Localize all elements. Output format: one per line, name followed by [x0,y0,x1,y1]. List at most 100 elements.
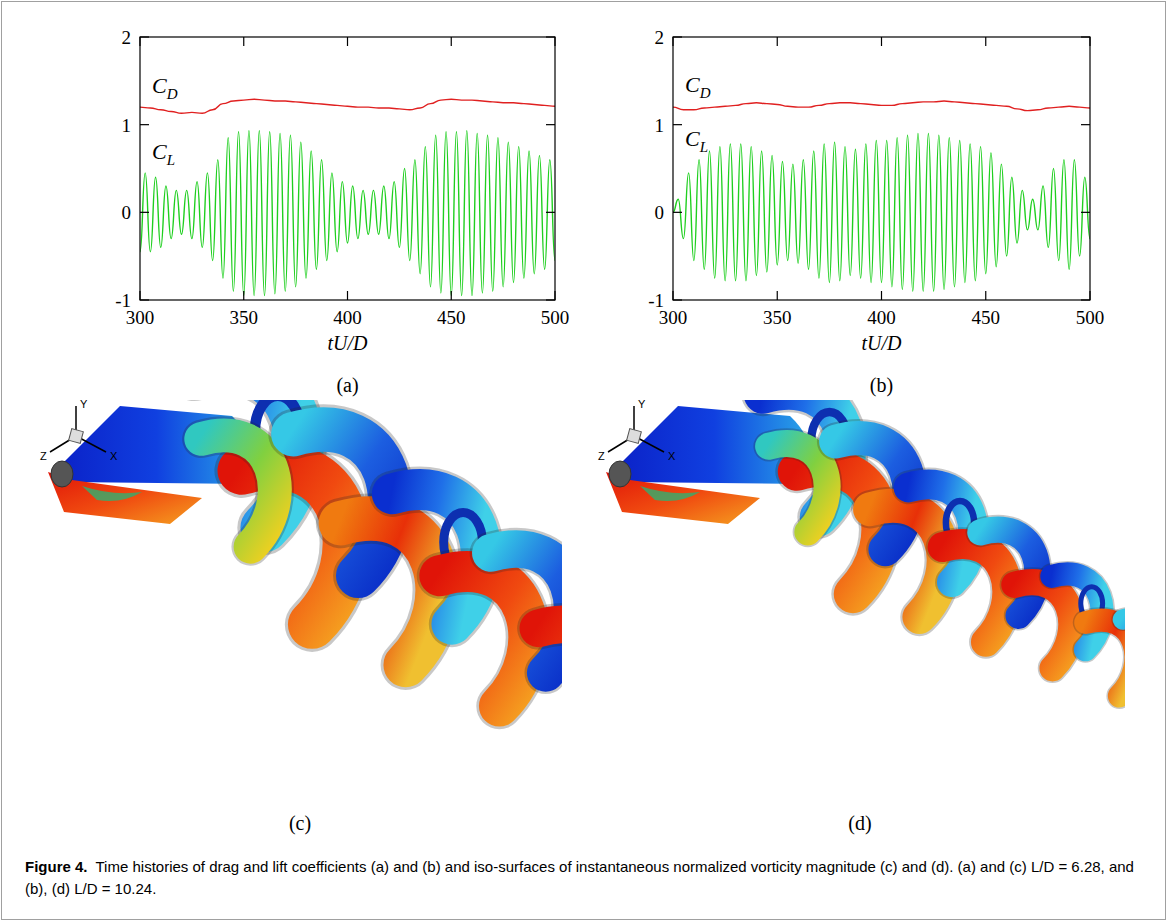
vortex-shadow [341,519,438,665]
cylinder [51,461,73,487]
triad-label: Y [80,398,88,410]
figure-frame [2,2,1166,920]
vortex-shadow [769,444,828,533]
cylinder [609,461,631,487]
triad-label: X [110,450,118,462]
series-label: CL [685,126,708,155]
x-tick-top [985,37,986,46]
x-tick [777,291,778,300]
series-label-sub: D [699,85,711,101]
vortex-shadow [870,506,944,617]
y-tick-label: -1 [115,290,131,311]
y-tick [140,36,149,37]
x-axis-title: tU/D [862,332,903,354]
series-line [140,99,555,113]
vortex-tube [1086,620,1125,696]
x-tick-label: 350 [763,307,792,328]
vortex-tube [440,572,529,707]
vortex-shadow [1123,617,1125,684]
x-tick [139,291,140,300]
y-tick-right [1081,212,1090,213]
caption-label: Figure 4. [25,858,88,875]
series-label-main: C [685,126,700,151]
axis-triad: YZX [598,398,676,462]
x-tick-top [672,37,673,46]
triad-label: Y [638,398,646,410]
chart-panel: 300350400450500-1012tU/DCDCL [115,27,569,354]
x-tick-top [881,37,882,46]
x-tick [451,291,452,300]
series-label: CL [152,139,175,168]
series-group [673,101,1090,291]
x-tick-top [1089,37,1090,46]
y-tick [673,36,682,37]
y-tick-right [546,36,555,37]
rendering-body [606,400,1125,725]
series-line [673,101,1090,111]
panel-label: (d) [848,812,871,835]
x-tick [243,291,244,300]
x-tick [881,291,882,300]
y-tick-right [546,212,555,213]
triad-label: Z [40,450,47,462]
series-label-sub: L [699,139,708,155]
x-tick [985,291,986,300]
y-tick-label: 2 [655,27,665,48]
x-tick [1089,291,1090,300]
plot-frame [140,37,555,300]
series-label-main: C [152,73,167,98]
vortex-shadow [1086,620,1125,696]
x-tick-label: 400 [867,307,896,328]
y-tick-label: 1 [655,115,665,136]
series-label: CD [685,72,711,101]
plot-frame [673,37,1090,300]
vortex-shadow [1014,582,1071,668]
y-tick [673,124,682,125]
rendering-body [48,400,562,748]
panel-label: (b) [870,374,893,397]
x-tick-top [554,37,555,46]
y-tick [140,299,149,300]
x-tick [347,291,348,300]
triad-cube [627,429,642,444]
triad-label: Z [598,450,605,462]
series-label-main: C [152,139,167,164]
x-tick-top [777,37,778,46]
inner-layer [640,486,700,501]
x-tick-label: 350 [230,307,259,328]
y-tick [673,212,682,213]
caption-text: Time histories of drag and lift coeffici… [96,858,1134,875]
y-tick-label: 2 [122,27,132,48]
figure: 300350400450500-1012tU/DCDCL300350400450… [0,0,1167,921]
y-tick-right [1081,299,1090,300]
series-label-sub: D [166,86,178,102]
y-tick [140,124,149,125]
y-tick [140,212,149,213]
vortex-tube [942,544,1007,642]
y-tick [673,299,682,300]
vortex-tube [1014,582,1071,668]
x-tick-label: 400 [333,307,362,328]
panel-label: (c) [289,812,311,835]
series-group [140,99,555,295]
series-label: CD [152,73,178,102]
series-line [673,133,1090,291]
y-tick-right [1081,124,1090,125]
vortex-tube [870,506,944,617]
inner-layer [82,486,142,501]
vorticity-rendering: YZX [598,391,1167,725]
y-tick-right [546,299,555,300]
x-tick-label: 450 [437,307,466,328]
vortex-tube [538,624,562,748]
y-tick-label: 0 [122,202,132,223]
caption: Figure 4. Time histories of drag and lift… [25,858,1134,897]
series-label-main: C [685,72,700,97]
vortex-tube [341,519,438,665]
x-tick-top [451,37,452,46]
vortex-shadow [942,544,1007,642]
y-tick-right [546,124,555,125]
triad-cube [69,429,84,444]
chart-panel: 300350400450500-1012tU/DCDCL [648,27,1104,354]
vortex-tube [769,444,828,533]
vortex-shadow [440,572,529,707]
